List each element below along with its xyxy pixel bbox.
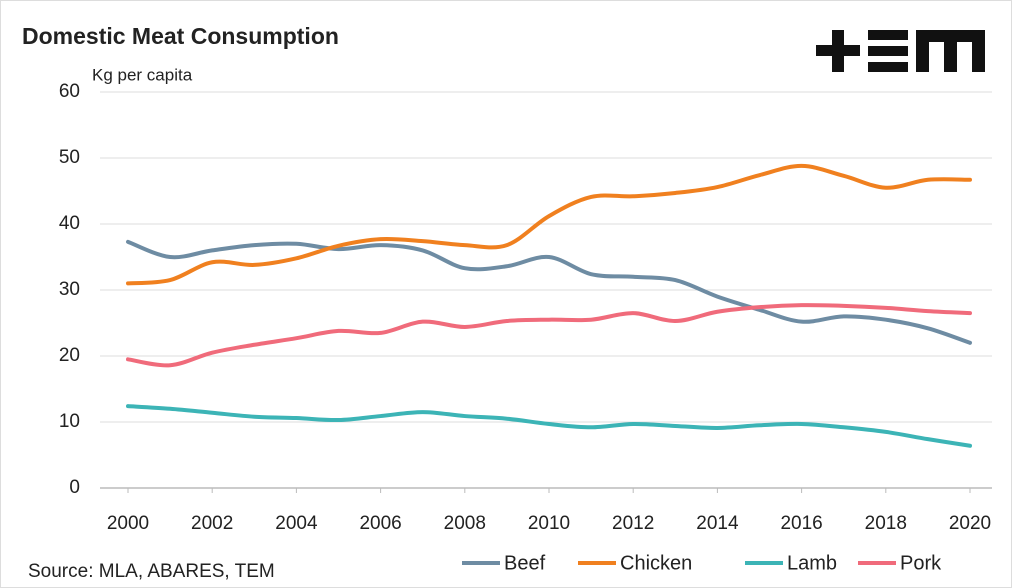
x-tick-label: 2006 — [359, 513, 401, 534]
x-tick-label: 2012 — [612, 513, 654, 534]
legend-label: Pork — [900, 552, 942, 574]
x-tick-label: 2002 — [191, 513, 233, 534]
legend-label: Beef — [504, 552, 546, 574]
x-tick-label: 2018 — [865, 513, 907, 534]
x-tick-label: 2014 — [696, 513, 739, 534]
series-line — [126, 404, 972, 448]
y-tick-label: 40 — [59, 213, 80, 234]
x-tick-label: 2008 — [444, 513, 486, 534]
y-tick-label: 10 — [59, 411, 80, 432]
y-axis-label: Kg per capita — [92, 65, 193, 84]
legend-label: Lamb — [787, 552, 837, 574]
x-tick-label: 2016 — [780, 513, 822, 534]
x-tick-label: 2004 — [275, 513, 318, 534]
legend-label: Chicken — [620, 552, 692, 574]
y-tick-label: 60 — [59, 81, 80, 102]
y-tick-label: 30 — [59, 279, 80, 300]
x-tick-label: 2000 — [107, 513, 149, 534]
y-tick-label: 50 — [59, 147, 80, 168]
chart-title: Domestic Meat Consumption — [22, 23, 339, 49]
source: Source: MLA, ABARES, TEM — [28, 561, 275, 582]
series-line — [126, 303, 972, 368]
logo — [816, 30, 985, 72]
y-tick-label: 20 — [59, 345, 80, 366]
series-line — [126, 239, 972, 345]
y-tick-label: 0 — [69, 477, 80, 498]
x-tick-label: 2010 — [528, 513, 570, 534]
x-tick-label: 2020 — [949, 513, 991, 534]
series-line — [126, 163, 972, 286]
